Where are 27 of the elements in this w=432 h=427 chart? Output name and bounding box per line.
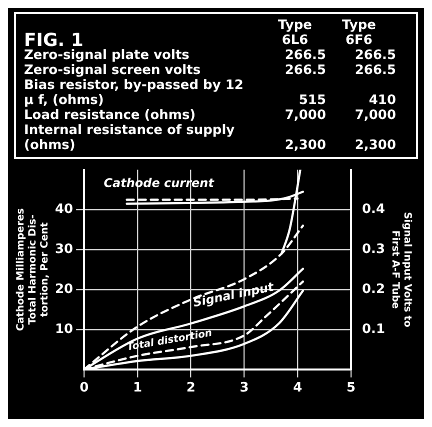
text: Load resistance (ohms) 7,000 7,000 (24, 108, 396, 123)
y-tick-label: 40 (54, 202, 74, 218)
y2-tick-label: 0.2 (362, 282, 385, 297)
text: Zero-signal plate volts 266.5 266.5 (24, 48, 396, 63)
text: Type 6L6 Type 6F6 (278, 18, 376, 48)
text: Total Harmonic Dis- (28, 214, 39, 325)
text: First A-F Tube (389, 230, 400, 309)
annotation: Total distortion (126, 328, 213, 354)
text: Bias resistor, by-passed by 12 μ f, (ohms) 515 410 (24, 78, 396, 108)
x-tick-label: 0 (80, 380, 89, 396)
x-tick-label: 3 (240, 380, 249, 396)
text: Cathode Milliamperes (16, 208, 27, 331)
text: Zero-signal screen volts 266.5 266.5 (24, 63, 396, 78)
y-tick-label: 10 (54, 322, 74, 337)
x-tick-label: 5 (346, 380, 356, 396)
y2-tick-label: 0.1 (362, 322, 385, 337)
x-tick-label: 2 (186, 380, 196, 396)
y-tick-label: 20 (54, 282, 74, 297)
y-tick-label: 30 (54, 242, 74, 258)
x-tick-label: 4 (293, 380, 302, 396)
text: Signal Input Volts to (401, 212, 412, 328)
annotation: Signal input (192, 279, 276, 310)
text: tortion, Per Cent (40, 222, 51, 317)
y2-tick-label: 0.4 (362, 202, 385, 218)
y2-tick-label: 0.3 (362, 242, 385, 258)
x-tick-label: 1 (132, 380, 142, 396)
text: Internal resistance of supply (ohms) 2,300 2,300 (24, 123, 396, 153)
